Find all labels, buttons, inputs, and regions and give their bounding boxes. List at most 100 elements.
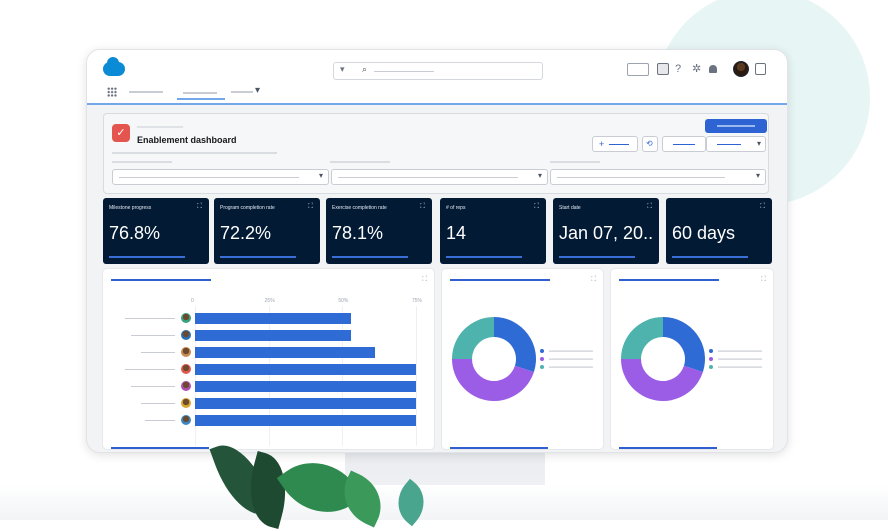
kpi-underline [109,256,185,258]
chevron-down-icon[interactable]: ▾ [255,85,261,96]
panel-footer-link[interactable] [619,447,717,449]
grid-line [416,306,417,446]
filter-button[interactable] [662,136,706,152]
filter-3-select[interactable]: ▾ [550,169,766,185]
row-label [131,386,175,387]
kpi-label: Start date [559,205,581,211]
kpi-value: 14 [446,223,467,243]
kpi-value: Jan 07, 20.. [559,223,654,243]
kpi-underline [559,256,635,258]
salesforce-cloud-logo[interactable] [103,57,125,76]
dashboard-type-label [137,126,183,128]
row-label [141,403,175,404]
add-button[interactable]: + [592,136,638,152]
kpi-value: 78.1% [332,223,384,243]
x-tick-label: 75% [412,298,423,304]
filter-1-value [119,177,299,178]
bar[interactable] [195,381,416,392]
panel-title [619,279,719,281]
x-tick-label: 0 [191,298,194,304]
grid-line [268,306,270,446]
nav-tab-active-label [183,92,217,94]
x-tick-label: 25% [264,298,275,304]
global-actions-icon[interactable] [657,63,669,75]
kpi-underline [446,256,522,258]
donut-chart-panel-1: ⛶ [442,269,603,449]
dashboard-header: ✓ Enablement dashboard + ⟲ ▾ ▾ ▾ ▾ [103,113,769,194]
filter-2-value [338,177,518,178]
kpi-milestone-progress[interactable]: Milestone progress ⛶ 76.8% [103,198,209,264]
kpi-label: Exercise completion rate [332,205,387,211]
filter-1-select[interactable]: ▾ [112,169,329,185]
kpi-program-completion-rate[interactable]: Program completion rate ⛶ 72.2% [214,198,320,264]
link-icon: ⟲ [646,139,653,148]
add-button-label [609,144,629,145]
bar[interactable] [195,313,352,324]
filter-button-label [673,144,695,145]
global-header: ▾ ▾ ⌕ ? ✲ [87,50,787,105]
filter-3-value [557,177,725,178]
dashboard-subtitle [112,152,277,154]
favorites-icon[interactable] [627,63,649,76]
primary-action-label [717,125,755,127]
x-tick-label: 50% [338,298,349,304]
search-placeholder [374,71,434,72]
app-launcher-icon[interactable] [107,87,117,97]
more-actions-select[interactable]: ▾ [706,136,766,152]
expand-icon[interactable]: ⛶ [420,203,425,210]
rep-avatar [181,330,191,340]
grid-line [342,306,344,446]
nav-tab-1[interactable] [129,91,163,93]
kpi-exercise-completion-rate[interactable]: Exercise completion rate ⛶ 78.1% [326,198,432,264]
chevron-down-icon: ▾ [756,139,761,148]
kpi-value: 60 days [672,223,736,243]
expand-icon[interactable]: ⛶ [422,276,427,283]
setup-gear-icon[interactable]: ✲ [692,63,702,75]
kpi-value: 76.8% [109,223,161,243]
kpi-value: 72.2% [220,223,272,243]
row-label [125,369,175,370]
primary-action-button[interactable] [705,119,767,133]
rep-avatar [181,381,191,391]
expand-icon[interactable]: ⛶ [761,276,766,283]
help-icon[interactable]: ? [675,63,682,75]
notifications-bell-icon[interactable] [709,65,717,73]
bar[interactable] [195,415,416,426]
kpi-duration[interactable]: ⛶ 60 days [666,198,772,264]
panel-footer-link[interactable] [450,447,548,449]
panel-footer-link[interactable] [111,447,209,449]
expand-icon[interactable]: ⛶ [647,203,652,210]
row-label [125,318,175,319]
expand-icon[interactable]: ⛶ [197,203,202,210]
nav-tab-3[interactable] [231,91,253,93]
bar[interactable] [195,330,352,341]
kpi-label: # of reps [446,205,466,211]
bar[interactable] [195,347,375,358]
row-label [131,335,175,336]
dashboard-icon: ✓ [112,124,130,142]
link-icon-button[interactable]: ⟲ [642,136,658,152]
panel-title [111,279,211,281]
expand-icon[interactable]: ⛶ [760,203,765,210]
filter-2-label [330,161,390,163]
kpi-number-of-reps[interactable]: # of reps ⛶ 14 [440,198,546,264]
filter-2-select[interactable]: ▾ [331,169,548,185]
kpi-start-date[interactable]: Start date ⛶ Jan 07, 20.. [553,198,659,264]
user-avatar[interactable] [733,61,749,77]
nav-tab-active[interactable] [177,84,225,100]
rep-avatar [181,364,191,374]
search-scope-dropdown[interactable]: ▾ [340,64,345,74]
global-search-input[interactable]: ▾ ⌕ [333,62,543,80]
panel-toggle-icon[interactable] [755,63,766,75]
chevron-down-icon: ▾ [318,171,323,180]
expand-icon[interactable]: ⛶ [308,203,313,210]
expand-icon[interactable]: ⛶ [534,203,539,210]
filter-1-label [112,161,172,163]
kpi-label: Milestone progress [109,205,152,211]
bar[interactable] [195,398,416,409]
expand-icon[interactable]: ⛶ [591,276,596,283]
bar[interactable] [195,364,416,375]
row-label [141,352,175,353]
search-icon: ⌕ [362,64,368,74]
row-label [145,420,175,421]
